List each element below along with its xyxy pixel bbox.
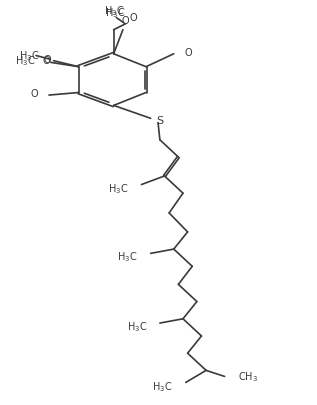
Text: H$_3$C: H$_3$C	[117, 249, 138, 263]
Text: O: O	[42, 55, 50, 66]
Text: CH$_3$: CH$_3$	[237, 370, 257, 384]
Text: H$_3$C: H$_3$C	[108, 182, 128, 196]
Text: H$_3$C: H$_3$C	[126, 319, 147, 333]
Text: H$_3$C: H$_3$C	[15, 54, 35, 68]
Text: S: S	[156, 116, 163, 126]
Text: H$_3$C: H$_3$C	[104, 4, 124, 18]
Text: H$_3$C: H$_3$C	[19, 49, 40, 63]
Text: H$_3$C: H$_3$C	[105, 6, 126, 19]
Text: H$_3$C: H$_3$C	[152, 379, 173, 393]
Text: O: O	[129, 13, 137, 23]
Text: O: O	[185, 48, 192, 58]
Text: O: O	[30, 89, 38, 99]
Text: O: O	[122, 15, 130, 26]
Text: O: O	[43, 55, 51, 65]
